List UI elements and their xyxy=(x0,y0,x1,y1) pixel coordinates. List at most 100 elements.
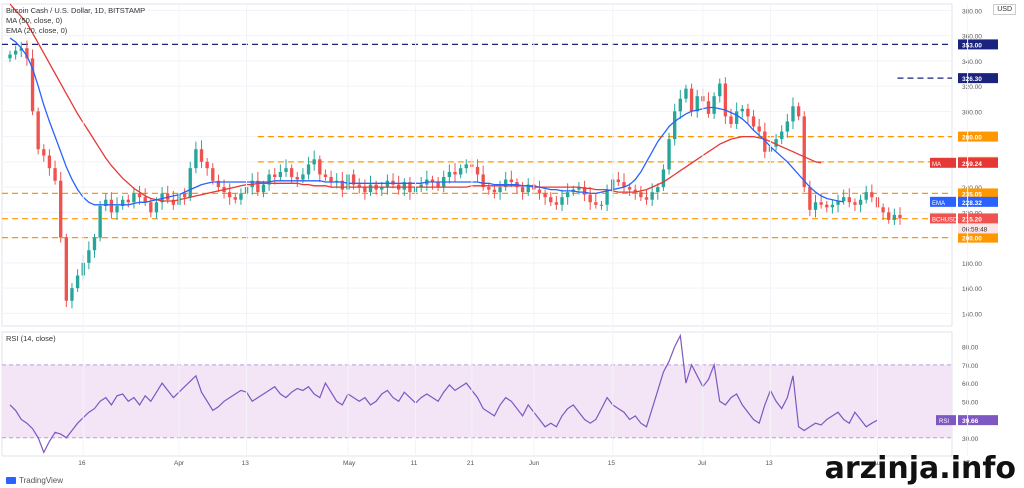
price-tick-label: 140.00 xyxy=(962,311,982,318)
candle xyxy=(205,161,209,169)
level-label: 235.05 xyxy=(962,191,982,198)
rsi-tick-label: 50.00 xyxy=(962,399,979,406)
candle xyxy=(447,171,452,177)
candle xyxy=(92,237,97,251)
candle xyxy=(53,168,57,181)
candle xyxy=(661,169,666,188)
candle xyxy=(278,171,283,177)
candle xyxy=(509,179,514,183)
series-badge-value xyxy=(958,196,998,207)
candle xyxy=(351,174,356,185)
candle xyxy=(104,199,108,207)
candle xyxy=(785,121,790,132)
currency-button[interactable]: USD xyxy=(993,4,1016,15)
candle xyxy=(695,96,699,112)
candle xyxy=(194,149,198,169)
series-badge-name-label: BCHUSD xyxy=(932,217,958,223)
candle xyxy=(126,199,130,203)
candle xyxy=(188,168,192,198)
candle xyxy=(870,192,874,198)
candle xyxy=(306,164,311,175)
candle xyxy=(30,58,35,112)
candle xyxy=(363,187,367,193)
candle xyxy=(98,206,102,238)
candle xyxy=(256,180,260,193)
candle xyxy=(892,214,897,220)
candle xyxy=(656,187,660,193)
candle xyxy=(684,88,688,99)
series-badge-value xyxy=(958,213,998,224)
candle xyxy=(216,180,221,188)
candle xyxy=(233,197,237,200)
candle xyxy=(239,193,243,200)
level-badge xyxy=(958,232,998,243)
candle xyxy=(160,193,164,203)
price-tick-label: 340.00 xyxy=(962,59,982,66)
ema-legend: EMA (20, close, 0) xyxy=(6,26,68,35)
candle xyxy=(712,96,716,114)
candle xyxy=(678,98,682,112)
candle xyxy=(627,187,632,190)
candle xyxy=(633,189,637,193)
candle xyxy=(605,189,609,205)
candle xyxy=(261,184,266,193)
price-tick-label: 160.00 xyxy=(962,286,982,293)
candle xyxy=(673,111,677,140)
candle xyxy=(436,182,440,188)
rsi-badge-value xyxy=(958,415,998,426)
level-label: 353.00 xyxy=(962,42,982,49)
candle xyxy=(8,54,12,59)
candle xyxy=(881,207,885,213)
candle xyxy=(430,179,435,183)
candle xyxy=(740,108,744,112)
candle xyxy=(143,197,147,203)
candle xyxy=(808,187,812,210)
candle xyxy=(853,202,857,205)
candle xyxy=(132,193,136,203)
candle xyxy=(475,166,480,175)
level-label: 326.30 xyxy=(962,76,982,83)
candle xyxy=(154,202,159,213)
chart-title: Bitcoin Cash / U.S. Dollar, 1D, BITSTAMP xyxy=(6,6,146,15)
candle xyxy=(47,155,52,169)
candle xyxy=(211,168,215,181)
level-label: 200.00 xyxy=(962,236,982,243)
time-tick-label: 13 xyxy=(765,460,773,467)
time-tick-label: 13 xyxy=(242,460,250,467)
candle xyxy=(504,179,508,188)
candle xyxy=(199,149,204,162)
tradingview-logo[interactable]: TradingView xyxy=(6,476,63,485)
candle xyxy=(887,212,891,220)
candle xyxy=(689,88,694,112)
rsi-tick-label: 30.00 xyxy=(962,436,979,443)
candle xyxy=(318,159,322,175)
price-tick-label: 320.00 xyxy=(962,84,982,91)
candle xyxy=(368,184,373,193)
candle xyxy=(847,197,851,203)
rsi-badge-name-label: RSI xyxy=(939,419,949,425)
candle xyxy=(898,214,902,219)
time-tick-label: May xyxy=(343,460,356,467)
candle xyxy=(228,192,232,198)
time-tick-label: Jul xyxy=(698,460,707,467)
candle xyxy=(402,182,406,190)
time-tick-label: 17 xyxy=(963,460,971,467)
countdown-label: 06:59:48 xyxy=(962,226,988,233)
candle xyxy=(543,193,547,198)
rsi-tick-label: 70.00 xyxy=(962,363,979,370)
candle xyxy=(42,149,46,156)
candle xyxy=(171,199,176,205)
time-tick-label: Apr xyxy=(174,460,185,467)
level-badge xyxy=(958,73,998,84)
candle xyxy=(19,48,23,51)
candle xyxy=(340,180,345,190)
candle xyxy=(453,171,457,175)
candle xyxy=(565,192,570,198)
candle xyxy=(667,139,671,170)
candle xyxy=(644,197,649,200)
candle xyxy=(289,168,294,177)
time-tick-label: 11 xyxy=(411,460,418,467)
candle xyxy=(492,189,497,193)
candle xyxy=(487,187,491,190)
level-badge xyxy=(958,131,998,142)
